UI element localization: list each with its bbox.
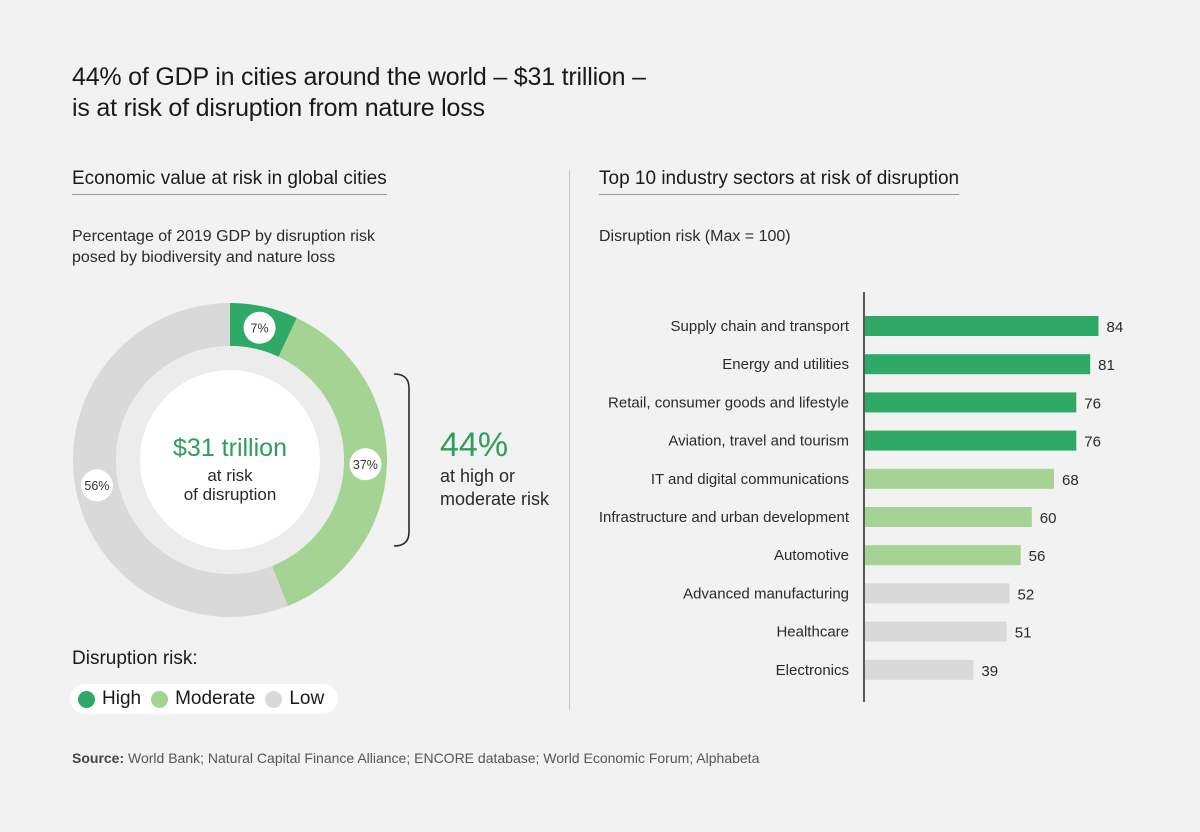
sector-value-label: 60 [1040,510,1057,527]
page-title-line-2: is at risk of disruption from nature los… [72,94,485,122]
left-subtitle: Percentage of 2019 GDP by disruption ris… [72,226,375,268]
legend-low-label: Low [289,688,325,709]
donut-center-caption-line-2: of disruption [184,485,277,504]
donut-label-badge-moderate [349,448,382,481]
legend-item-high: High [78,688,141,710]
sector-value-label: 56 [1029,548,1046,565]
sector-value-label: 81 [1098,357,1115,374]
sector-value-label: 76 [1084,434,1101,451]
legend-item-moderate: Moderate [151,688,255,710]
sector-bar-chart: Supply chain and transport 84 Energy and u… [599,292,1124,702]
sector-bar [865,316,1099,336]
donut-slice-moderate [271,317,388,606]
sector-value-label: 84 [1107,319,1124,336]
sector-label: Energy and utilities [722,356,849,373]
donut-center-caption-line-1: at risk [207,466,253,485]
sector-bar [865,507,1032,527]
callout-percentage: 44% [440,426,509,464]
legend-low-dot-icon [265,690,283,708]
callout-caption: at high or moderate risk [440,465,549,511]
right-section-heading: Top 10 industry sectors at risk of disru… [599,168,960,195]
legend-moderate-dot-icon [151,690,169,708]
sector-value-label: 51 [1015,625,1032,642]
sector-bar [865,621,1007,642]
donut-slice-low [73,303,288,617]
donut-center-disc [140,370,320,550]
bracket-icon [393,373,410,547]
sector-label: Retail, consumer goods and lifestyle [608,394,849,411]
donut-slice-label-low: 56% [84,479,109,493]
left-subtitle-line-2: posed by biodiversity and nature loss [72,249,336,266]
sector-bar [865,659,974,680]
callout-caption-line-2: moderate risk [440,489,550,509]
sector-bar [865,354,1091,375]
right-subtitle: Disruption risk (Max = 100) [599,228,791,245]
sector-value-label: 68 [1062,472,1079,489]
sector-label: Healthcare [776,624,849,641]
legend-item-low: Low [265,688,324,710]
left-subtitle-line-1: Percentage of 2019 GDP by disruption ris… [72,228,375,245]
legend-moderate-label: Moderate [175,688,256,709]
donut-center-value: $31 trillion [173,434,287,462]
page-title-line-1: 44% of GDP in cities around the world – … [72,63,646,91]
source-label: Source: [72,750,125,766]
sector-label: Aviation, travel and tourism [668,433,849,450]
sector-label: Infrastructure and urban development [599,509,850,526]
source-note: Source: World Bank; Natural Capital Fina… [72,750,759,766]
panel-divider [569,170,570,710]
sector-label: Supply chain and transport [671,318,850,335]
sector-bar [865,583,1010,604]
sector-bar [865,545,1021,566]
left-section-heading: Economic value at risk in global cities [72,168,387,195]
donut-slice-label-high: 7% [251,321,269,335]
legend-high-label: High [102,688,142,709]
sector-label: IT and digital communications [651,471,849,488]
sector-value-label: 76 [1084,395,1101,412]
sector-label: Electronics [776,662,849,679]
legend-high-dot-icon [78,690,95,708]
sector-label: Advanced manufacturing [683,585,849,602]
legend-title: Disruption risk: [72,648,198,669]
sector-bar [865,430,1077,451]
sector-value-label: 39 [981,663,998,680]
page-title: 44% of GDP in cities around the world – … [72,62,872,124]
donut-slice-label-moderate: 37% [353,458,378,472]
source-text: World Bank; Natural Capital Finance Alli… [128,750,760,766]
sector-bar [865,392,1077,413]
sector-label: Automotive [774,547,849,564]
donut-label-badge-high [243,311,276,344]
sector-value-label: 52 [1018,586,1035,603]
sector-bar [865,468,1055,489]
callout-caption-line-1: at high or [440,466,516,486]
legend: High Moderate Low [70,684,339,714]
donut-label-badge-low [80,469,113,502]
